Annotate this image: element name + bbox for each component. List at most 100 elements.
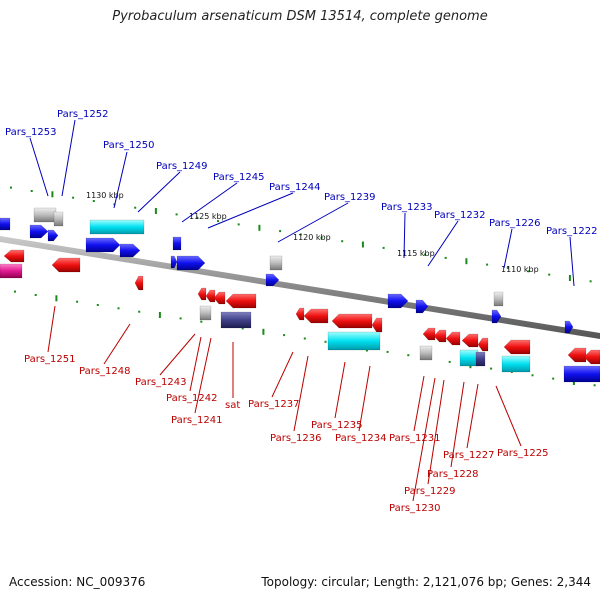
gene-feature-pars-1251[interactable]: [51, 257, 81, 273]
gene-label-pars-1251[interactable]: Pars_1251: [24, 354, 75, 365]
gene-feature-pars-1227[interactable]: [477, 337, 489, 352]
gene-label-pars-1237[interactable]: Pars_1237: [248, 399, 299, 410]
gene-feature-pars-1229[interactable]: [445, 331, 461, 346]
gene-feature-cyan[interactable]: [459, 349, 479, 367]
tick-mark: [158, 312, 161, 318]
gene-label-pars-1231[interactable]: Pars_1231: [389, 433, 440, 444]
gene-feature-blue[interactable]: [85, 237, 121, 253]
tick-mark: [382, 246, 385, 249]
gene-feature-pars-1236[interactable]: [303, 308, 329, 324]
top-gene-labels: Pars_1253 Pars_1252 Pars_1250 Pars_1249 …: [5, 109, 597, 237]
gene-feature-sat[interactable]: [225, 293, 257, 309]
tick-mark: [448, 360, 451, 363]
gene-label-pars-1249[interactable]: Pars_1249: [156, 161, 207, 172]
gene-label-pars-1248[interactable]: Pars_1248: [79, 366, 130, 377]
tick-mark: [424, 253, 426, 256]
gene-label-pars-1239[interactable]: Pars_1239: [324, 192, 375, 203]
gene-feature-blue[interactable]: [563, 365, 600, 383]
gene-label-pars-1225[interactable]: Pars_1225: [497, 448, 548, 459]
gene-feature-pars-1234[interactable]: [371, 317, 383, 333]
tick-mark: [465, 258, 468, 265]
gene-feature-pars-1225[interactable]: [503, 339, 531, 355]
leader-line: [194, 337, 212, 414]
tick-mark: [51, 191, 54, 198]
gene-feature-pars-1241[interactable]: [199, 305, 212, 321]
gene-feature-grey[interactable]: [33, 207, 57, 223]
gene-label-pars-1222[interactable]: Pars_1222: [546, 226, 597, 237]
gene-label-pars-1234[interactable]: Pars_1234: [335, 433, 386, 444]
gene-label-pars-1253[interactable]: Pars_1253: [5, 127, 56, 138]
gene-label-pars-1241[interactable]: Pars_1241: [171, 415, 222, 426]
gene-label-pars-1235[interactable]: Pars_1235: [311, 420, 362, 431]
gene-feature-pars-1244[interactable]: [269, 255, 283, 271]
leader-line: [189, 336, 202, 392]
tick-mark: [324, 340, 327, 343]
gene-label-pars-1244[interactable]: Pars_1244: [269, 182, 320, 193]
tick-mark: [548, 273, 551, 276]
gene-label-sat[interactable]: sat: [225, 400, 240, 411]
gene-feature-purple[interactable]: [475, 351, 486, 367]
tick-mark: [490, 367, 493, 370]
gene-feature-pars-1250[interactable]: [89, 219, 145, 235]
gene-feature-pars-1237[interactable]: [295, 307, 305, 321]
gene-feature-pars-1243[interactable]: [197, 287, 207, 301]
leader-line: [113, 151, 128, 209]
gene-label-pars-1245[interactable]: Pars_1245: [213, 172, 264, 183]
accession-text: Accession: NC_009376: [9, 575, 146, 589]
tick-mark: [154, 208, 157, 214]
gene-feature-pars-1231[interactable]: [422, 327, 436, 341]
gene-label-pars-1250[interactable]: Pars_1250: [103, 140, 154, 151]
gene-feature-pars-1233[interactable]: [387, 293, 409, 309]
gene-feature-pars-1228[interactable]: [461, 333, 479, 348]
gene-feature-pars-1232[interactable]: [415, 299, 429, 314]
gene-label-pars-1230[interactable]: Pars_1230: [389, 503, 440, 514]
gene-label-pars-1232[interactable]: Pars_1232: [434, 210, 485, 221]
leader-line: [466, 383, 479, 449]
gene-feature-blue[interactable]: [265, 273, 280, 287]
tick-mark: [283, 334, 286, 337]
gene-label-pars-1236[interactable]: Pars_1236: [270, 433, 321, 444]
gene-feature-grey[interactable]: [53, 211, 64, 227]
gene-feature-pars-1242[interactable]: [213, 291, 226, 305]
gene-feature-pars-1226[interactable]: [493, 291, 504, 307]
tick-mark: [117, 307, 120, 310]
gene-label-pars-1229[interactable]: Pars_1229: [404, 486, 455, 497]
leader-line: [569, 236, 575, 287]
kbp-label-1125: 1125 kbp: [189, 212, 227, 221]
tick-mark: [241, 327, 244, 330]
gene-feature-pars-1249[interactable]: [172, 236, 182, 251]
gene-feature-pars-1235[interactable]: [331, 313, 373, 329]
gene-label-pars-1242[interactable]: Pars_1242: [166, 393, 217, 404]
gene-label-pars-1243[interactable]: Pars_1243: [135, 377, 186, 388]
gene-feature-blue[interactable]: [119, 243, 141, 258]
gene-feature-cyan[interactable]: [327, 331, 381, 351]
tick-mark: [568, 275, 571, 281]
gene-feature-blue[interactable]: [491, 309, 502, 324]
gene-feature-pars-1222[interactable]: [564, 320, 574, 334]
leader-line: [277, 202, 349, 243]
gene-feature-pars-1245[interactable]: [176, 255, 206, 271]
gene-label-pars-1252[interactable]: Pars_1252: [57, 109, 108, 120]
gene-feature-red[interactable]: [3, 249, 25, 263]
gene-feature-pars-1248[interactable]: [134, 275, 144, 291]
gene-label-pars-1228[interactable]: Pars_1228: [427, 469, 478, 480]
gene-feature-pars-1253[interactable]: [29, 224, 49, 239]
gene-feature-purple[interactable]: [220, 311, 252, 329]
gene-feature-magenta[interactable]: [0, 263, 23, 279]
gene-features: [0, 207, 600, 383]
gene-feature-cyan[interactable]: [501, 355, 531, 373]
leader-line: [503, 228, 513, 269]
gene-feature-red[interactable]: [567, 347, 587, 363]
tick-mark: [175, 213, 178, 216]
gene-feature-blue[interactable]: [170, 255, 178, 269]
gene-feature-pars-1243b[interactable]: [205, 289, 216, 303]
gene-label-pars-1233[interactable]: Pars_1233: [381, 202, 432, 213]
leader-line: [495, 385, 522, 447]
gene-label-pars-1226[interactable]: Pars_1226: [489, 218, 540, 229]
gene-feature-blue[interactable]: [0, 217, 11, 231]
gene-feature-pars-1252[interactable]: [47, 229, 59, 242]
gene-feature-pars-1230[interactable]: [433, 329, 447, 343]
gene-feature-grey[interactable]: [419, 345, 433, 361]
gene-feature-red[interactable]: [583, 349, 600, 365]
gene-label-pars-1227[interactable]: Pars_1227: [443, 450, 494, 461]
